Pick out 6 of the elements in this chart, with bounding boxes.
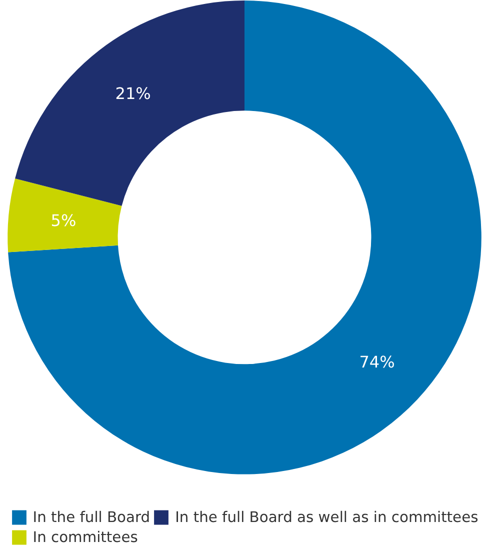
legend-label: In the full Board	[32, 508, 150, 526]
legend-label: In the full Board as well as in committees	[175, 508, 478, 526]
data-label: 74%	[359, 352, 395, 372]
data-label: 5%	[50, 210, 76, 230]
legend-label: In committees	[32, 528, 138, 546]
data-label: 21%	[115, 84, 151, 104]
